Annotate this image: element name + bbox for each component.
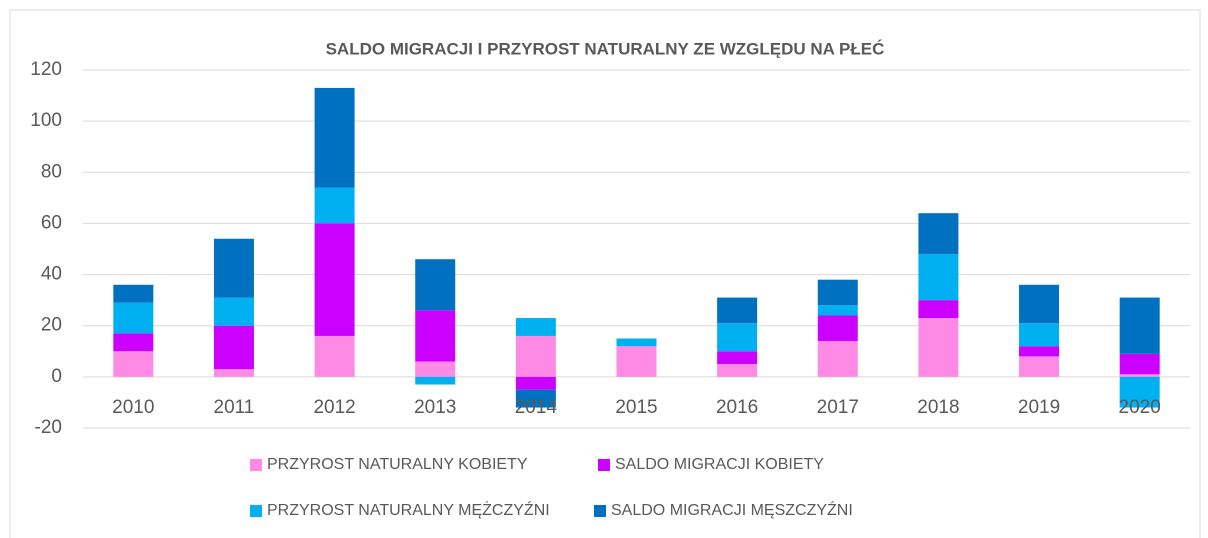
bar-segment	[113, 302, 154, 334]
y-tick-label: 40	[41, 264, 62, 285]
legend-swatch	[250, 459, 262, 471]
x-tick-label: 2014	[515, 397, 558, 418]
bar-segment	[515, 335, 556, 377]
x-tick-label: 2020	[1119, 397, 1161, 418]
bar-segment	[616, 338, 657, 347]
bar-segment	[717, 323, 758, 352]
legend-label: SALDO MIGRACJI MĘSZCZYŹNI	[611, 500, 853, 519]
x-tick-label: 2018	[917, 397, 959, 418]
bar-segment	[1019, 323, 1060, 347]
bar-segment	[918, 300, 959, 319]
bar-segment	[415, 376, 456, 385]
bar-segment	[918, 254, 959, 301]
legend-label: SALDO MIGRACJI KOBIETY	[615, 456, 824, 473]
bar-segment	[213, 238, 254, 298]
bar-segment	[515, 376, 556, 390]
bar-segment	[817, 279, 858, 306]
bar-segment	[415, 361, 456, 377]
x-tick-label: 2012	[313, 397, 355, 418]
legend-label: PRZYROST NATURALNY MĘŻCZYŹNI	[267, 500, 550, 519]
legend-label: PRZYROST NATURALNY KOBIETY	[267, 456, 528, 473]
bar-segment	[515, 318, 556, 336]
bar-segment	[113, 333, 154, 352]
bar-segment	[314, 187, 355, 224]
bar-segment	[817, 315, 858, 342]
bar-segment	[1019, 346, 1060, 357]
x-tick-label: 2011	[214, 397, 255, 418]
bar-segment	[415, 259, 456, 311]
bar-segment	[113, 351, 154, 377]
y-tick-label: 120	[30, 59, 62, 80]
bar-segment	[314, 87, 355, 188]
x-tick-label: 2019	[1018, 397, 1060, 418]
y-tick-label: 20	[41, 315, 62, 336]
legend-swatch	[598, 459, 610, 471]
bar-segment	[213, 369, 254, 377]
bar-segment	[213, 325, 254, 370]
bar-segment	[1019, 356, 1060, 377]
bar-segment	[717, 364, 758, 377]
x-tick-label: 2010	[112, 397, 154, 418]
bar-segment	[616, 346, 657, 377]
bar-segment	[1119, 376, 1160, 408]
bar-segment	[314, 335, 355, 377]
x-tick-label: 2015	[615, 397, 657, 418]
bar-segment	[717, 351, 758, 365]
bar-segment	[817, 341, 858, 377]
bar-segment	[515, 389, 556, 408]
x-tick-label: 2017	[817, 397, 859, 418]
bar-segment	[1119, 353, 1160, 375]
chart-title: SALDO MIGRACJI I PRZYROST NATURALNY ZE W…	[326, 39, 885, 58]
bar-segment	[918, 213, 959, 255]
bar-segment	[918, 318, 959, 377]
chart-frame	[9, 9, 1201, 538]
bar-segment	[1119, 374, 1160, 377]
x-tick-label: 2016	[716, 397, 758, 418]
bar-segment	[314, 223, 355, 336]
bar-segment	[415, 310, 456, 362]
bar-segment	[1119, 297, 1160, 354]
bar-segment	[817, 305, 858, 316]
y-tick-label: 100	[30, 110, 62, 131]
y-tick-label: 80	[41, 161, 62, 182]
bar-segment	[1019, 284, 1060, 324]
bar-segment	[113, 284, 154, 303]
y-tick-label: 0	[51, 366, 62, 387]
legend-swatch	[594, 505, 606, 517]
bar-segment	[213, 297, 254, 326]
y-tick-label: 60	[41, 212, 62, 233]
x-tick-label: 2013	[414, 397, 456, 418]
y-tick-label: -20	[35, 417, 62, 438]
bar-segment	[717, 297, 758, 324]
legend-swatch	[250, 505, 262, 517]
